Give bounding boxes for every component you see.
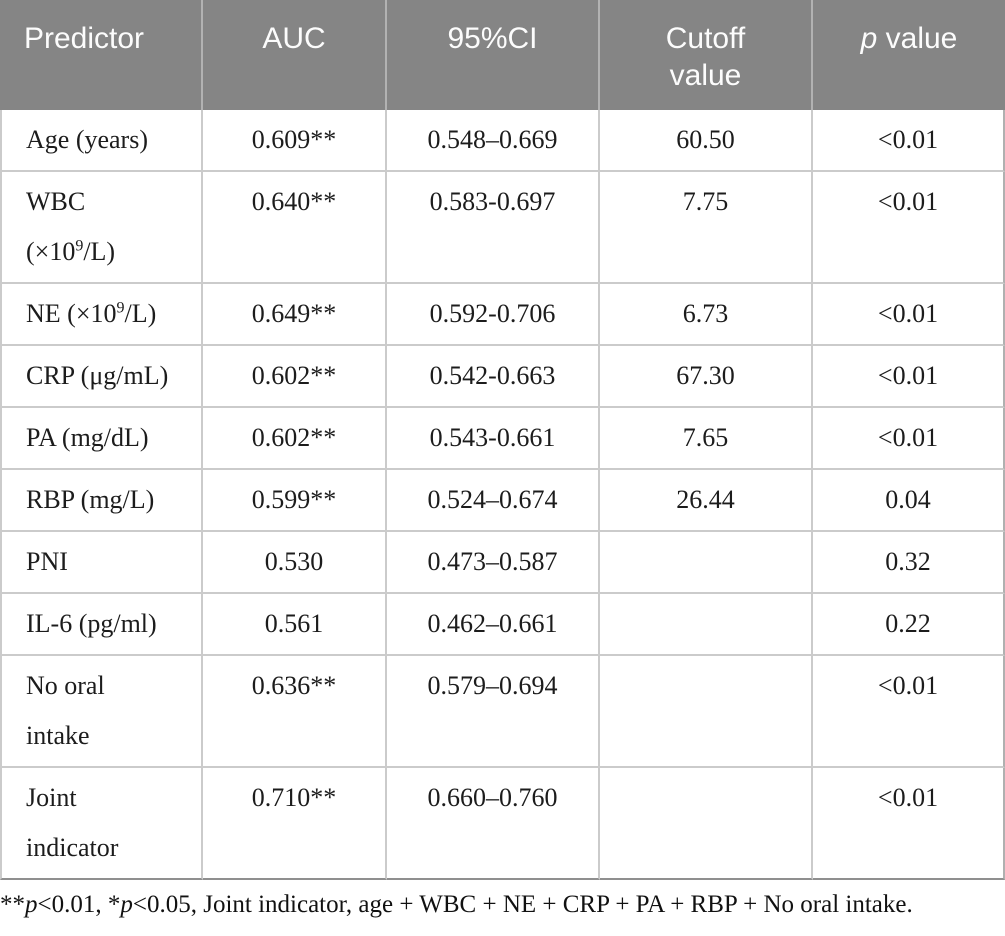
table-row: Age (years) 0.609** 0.548–0.669 60.50 <0.01 — [0, 110, 1005, 172]
cell-auc: 0.561 — [203, 594, 387, 656]
cell-predictor: IL-6 (pg/ml) — [0, 594, 203, 656]
cell-p: <0.01 — [813, 656, 1005, 768]
cell-ci: 0.524–0.674 — [387, 470, 600, 532]
cell-cutoff: 7.65 — [600, 408, 813, 470]
table-header: Predictor AUC 95%CI Cutoff value p value — [0, 0, 1005, 110]
cell-ci: 0.583-0.697 — [387, 172, 600, 284]
table-row: WBC (×109/L) 0.640** 0.583-0.697 7.75 <0.01 — [0, 172, 1005, 284]
table-body: Age (years) 0.609** 0.548–0.669 60.50 <0.01 W… — [0, 110, 1005, 880]
cell-p: <0.01 — [813, 346, 1005, 408]
cell-ci: 0.592-0.706 — [387, 284, 600, 346]
cell-ci: 0.542-0.663 — [387, 346, 600, 408]
roc-auc-table: Predictor AUC 95%CI Cutoff value p value Age … — [0, 0, 1005, 880]
cell-predictor: RBP (mg/L) — [0, 470, 203, 532]
cell-predictor: PA (mg/dL) — [0, 408, 203, 470]
cell-ci: 0.543-0.661 — [387, 408, 600, 470]
cell-p: <0.01 — [813, 284, 1005, 346]
cell-ci: 0.473–0.587 — [387, 532, 600, 594]
table-row: No oral intake 0.636** 0.579–0.694 <0.01 — [0, 656, 1005, 768]
cell-cutoff — [600, 532, 813, 594]
cell-cutoff — [600, 768, 813, 880]
column-header-auc: AUC — [203, 0, 387, 110]
column-header-predictor: Predictor — [0, 0, 203, 110]
table-footnote: **p<0.01, *p<0.05, Joint indicator, age … — [0, 891, 913, 918]
column-header-p: p value — [813, 0, 1005, 110]
cell-ci: 0.462–0.661 — [387, 594, 600, 656]
header-row: Predictor AUC 95%CI Cutoff value p value — [0, 0, 1005, 110]
table-row: Joint indicator 0.710** 0.660–0.760 <0.01 — [0, 768, 1005, 880]
cell-p: 0.04 — [813, 470, 1005, 532]
table-row: PA (mg/dL) 0.602** 0.543-0.661 7.65 <0.01 — [0, 408, 1005, 470]
cell-p: <0.01 — [813, 768, 1005, 880]
cell-auc: 0.710** — [203, 768, 387, 880]
cell-auc: 0.602** — [203, 408, 387, 470]
cell-predictor: NE (×109/L) — [0, 284, 203, 346]
column-header-ci: 95%CI — [387, 0, 600, 110]
table-row: CRP (μg/mL) 0.602** 0.542-0.663 67.30 <0.01 — [0, 346, 1005, 408]
cell-auc: 0.640** — [203, 172, 387, 284]
cell-cutoff — [600, 656, 813, 768]
cell-auc: 0.599** — [203, 470, 387, 532]
cell-cutoff: 6.73 — [600, 284, 813, 346]
cell-p: <0.01 — [813, 110, 1005, 172]
cell-ci: 0.548–0.669 — [387, 110, 600, 172]
cell-ci: 0.579–0.694 — [387, 656, 600, 768]
cell-predictor: Age (years) — [0, 110, 203, 172]
cell-p: 0.22 — [813, 594, 1005, 656]
table-row: PNI 0.530 0.473–0.587 0.32 — [0, 532, 1005, 594]
table-row: IL-6 (pg/ml) 0.561 0.462–0.661 0.22 — [0, 594, 1005, 656]
cell-predictor: Joint indicator — [0, 768, 203, 880]
cell-cutoff: 26.44 — [600, 470, 813, 532]
table-row: NE (×109/L) 0.649** 0.592-0.706 6.73 <0.01 — [0, 284, 1005, 346]
cell-auc: 0.530 — [203, 532, 387, 594]
cell-predictor: CRP (μg/mL) — [0, 346, 203, 408]
cell-predictor: PNI — [0, 532, 203, 594]
cell-p: 0.32 — [813, 532, 1005, 594]
cell-predictor: No oral intake — [0, 656, 203, 768]
cell-cutoff: 7.75 — [600, 172, 813, 284]
cell-p: <0.01 — [813, 172, 1005, 284]
table-row: RBP (mg/L) 0.599** 0.524–0.674 26.44 0.04 — [0, 470, 1005, 532]
cell-cutoff: 67.30 — [600, 346, 813, 408]
cell-auc: 0.649** — [203, 284, 387, 346]
cell-predictor: WBC (×109/L) — [0, 172, 203, 284]
cell-cutoff — [600, 594, 813, 656]
cell-cutoff: 60.50 — [600, 110, 813, 172]
cell-auc: 0.602** — [203, 346, 387, 408]
cell-auc: 0.636** — [203, 656, 387, 768]
column-header-cutoff: Cutoff value — [600, 0, 813, 110]
cell-ci: 0.660–0.760 — [387, 768, 600, 880]
cell-auc: 0.609** — [203, 110, 387, 172]
cell-p: <0.01 — [813, 408, 1005, 470]
